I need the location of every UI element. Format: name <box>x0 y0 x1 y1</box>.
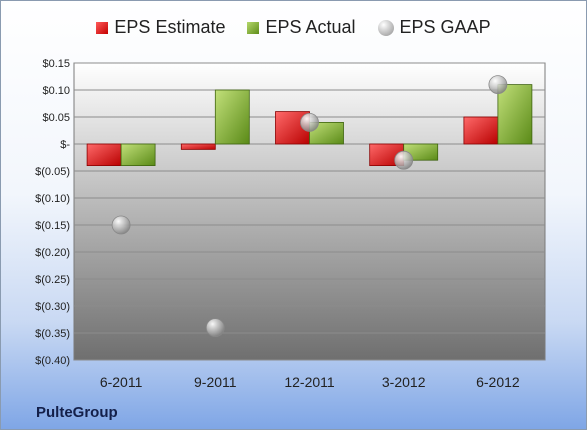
actual-bar <box>497 84 533 145</box>
x-tick-label: 6-2011 <box>100 374 143 390</box>
estimate-bar <box>463 116 499 145</box>
y-tick-label: $(0.25) <box>35 274 70 286</box>
y-tick-label: $(0.30) <box>35 301 70 313</box>
x-tick-label: 3-2012 <box>382 374 426 390</box>
y-tick-label: $0.15 <box>42 58 70 70</box>
legend-item-estimate: EPS Estimate <box>96 17 225 38</box>
gaap-point <box>488 75 508 94</box>
actual-bar <box>214 89 250 145</box>
y-tick-label: $0.10 <box>42 85 70 97</box>
y-tick-label: $(0.10) <box>35 193 70 205</box>
bars <box>86 84 533 167</box>
actual-bar <box>120 143 156 167</box>
legend-label-estimate: EPS Estimate <box>114 17 226 37</box>
x-tick-label: 9-2011 <box>194 374 237 390</box>
y-axis-labels: $0.15 $0.10 $0.05 $- $(0.05) $(0.10) $(0.15) $(… <box>35 58 70 367</box>
gaap-point <box>300 113 319 132</box>
gaap-point <box>111 215 131 235</box>
legend-item-gaap: EPS GAAP <box>377 17 491 38</box>
actual-bar <box>309 122 344 145</box>
y-tick-label: $- <box>60 139 70 151</box>
estimate-swatch <box>96 21 109 34</box>
legend-label-actual: EPS Actual <box>265 17 356 37</box>
y-tick-label: $(0.15) <box>35 220 70 232</box>
chart-legend: EPS Estimate EPS Actual EPS GAAP <box>1 17 586 38</box>
gaap-point <box>394 150 414 170</box>
company-name: PulteGroup <box>36 404 118 421</box>
x-tick-label: 12-2011 <box>284 374 335 390</box>
y-tick-label: $(0.05) <box>35 166 70 178</box>
y-tick-label: $(0.35) <box>35 328 70 340</box>
x-axis-labels: 6-2011 9-2011 12-2011 3-2012 6-2012 <box>100 374 520 390</box>
y-tick-label: $(0.20) <box>35 247 70 259</box>
y-tick-label: $0.05 <box>42 112 70 124</box>
legend-label-gaap: EPS GAAP <box>399 17 491 37</box>
x-tick-label: 6-2012 <box>476 374 520 390</box>
legend-item-actual: EPS Actual <box>247 17 356 38</box>
y-tick-label: $(0.40) <box>35 355 70 367</box>
estimate-bar <box>180 143 216 150</box>
gaap-swatch <box>377 19 394 36</box>
actual-swatch <box>247 21 260 34</box>
plot-area <box>73 62 546 361</box>
gaap-points <box>111 75 508 338</box>
gaap-point <box>205 318 225 338</box>
estimate-bar <box>86 143 122 167</box>
